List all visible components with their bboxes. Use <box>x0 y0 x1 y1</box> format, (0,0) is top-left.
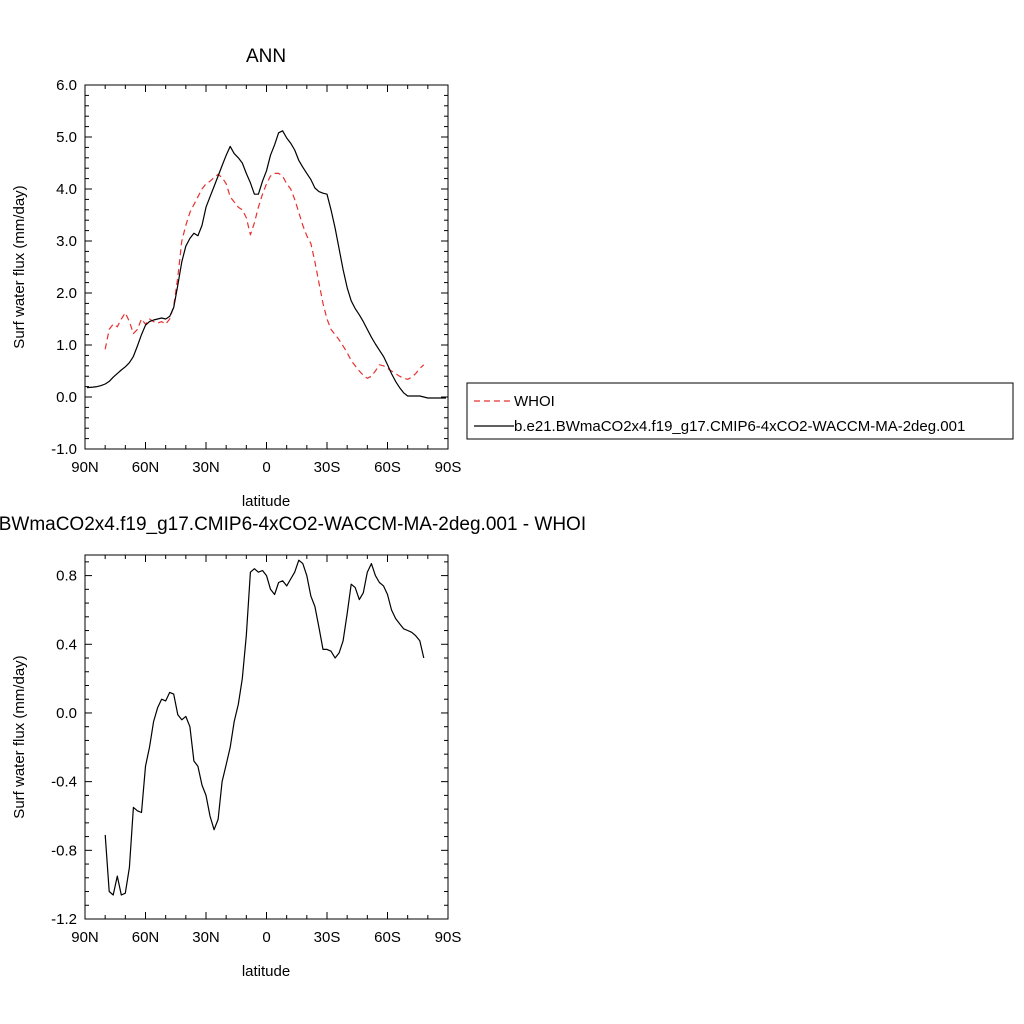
chart1-ytick-label: 6.0 <box>56 77 77 94</box>
chart2-xtick-label: 0 <box>262 929 270 946</box>
chart1-ylabel: Surf water flux (mm/day) <box>11 185 28 348</box>
chart1-legend: WHOI b.e21.BWmaCO2x4.f19_g17.CMIP6-4xCO2… <box>466 382 1014 440</box>
chart1-ytick-label: 5.0 <box>56 129 77 146</box>
chart2-plot-frame <box>84 554 449 920</box>
chart1-plot-frame <box>84 84 449 450</box>
legend-label-model: b.e21.BWmaCO2x4.f19_g17.CMIP6-4xCO2-WACC… <box>514 418 965 435</box>
chart1-xtick-label: 0 <box>262 459 270 476</box>
chart1-xtick-label: 60S <box>374 459 401 476</box>
chart2-xtick-label: 60N <box>132 929 160 946</box>
chart1-title: ANN <box>246 46 286 67</box>
chart2-xtick-label: 30S <box>314 929 341 946</box>
chart1-ytick-label: 3.0 <box>56 233 77 250</box>
chart2-ytick-label: -0.4 <box>51 774 77 791</box>
chart2-series-line-1 <box>104 559 425 896</box>
legend-label-whoi: WHOI <box>514 393 555 410</box>
chart2-ytick-label: 0.0 <box>56 705 77 722</box>
legend-box <box>466 382 1014 440</box>
chart2-xtick-label: 30N <box>192 929 220 946</box>
chart2-xtick-label: 90N <box>71 929 99 946</box>
chart1-series-line-1 <box>104 172 425 380</box>
chart1-series-line-2 <box>86 130 446 399</box>
chart2-xtick-label: 60S <box>374 929 401 946</box>
chart2-title: b.e21.BWmaCO2x4.f19_g17.CMIP6-4xCO2-WACC… <box>0 514 586 535</box>
chart2-xlabel: latitude <box>242 963 290 980</box>
chart1-xtick-label: 30N <box>192 459 220 476</box>
chart1-ytick-label: -1.0 <box>51 441 77 458</box>
chart1-ytick-label: 2.0 <box>56 285 77 302</box>
chart2-ylabel: Surf water flux (mm/day) <box>11 655 28 818</box>
chart1-xtick-label: 30S <box>314 459 341 476</box>
chart2-xtick-label: 90S <box>435 929 462 946</box>
chart1-xtick-label: 90N <box>71 459 99 476</box>
chart2-ytick-label: -1.2 <box>51 911 77 928</box>
chart2-ytick-label: 0.4 <box>56 636 77 653</box>
chart1-xlabel: latitude <box>242 493 290 510</box>
chart1-ytick-label: 4.0 <box>56 181 77 198</box>
chart2-ytick-label: -0.8 <box>51 842 77 859</box>
chart1-ytick-label: 1.0 <box>56 337 77 354</box>
chart1-ytick-label: 0.0 <box>56 389 77 406</box>
chart1-xtick-label: 60N <box>132 459 160 476</box>
chart2-ytick-label: 0.8 <box>56 568 77 585</box>
chart1-xtick-label: 90S <box>435 459 462 476</box>
